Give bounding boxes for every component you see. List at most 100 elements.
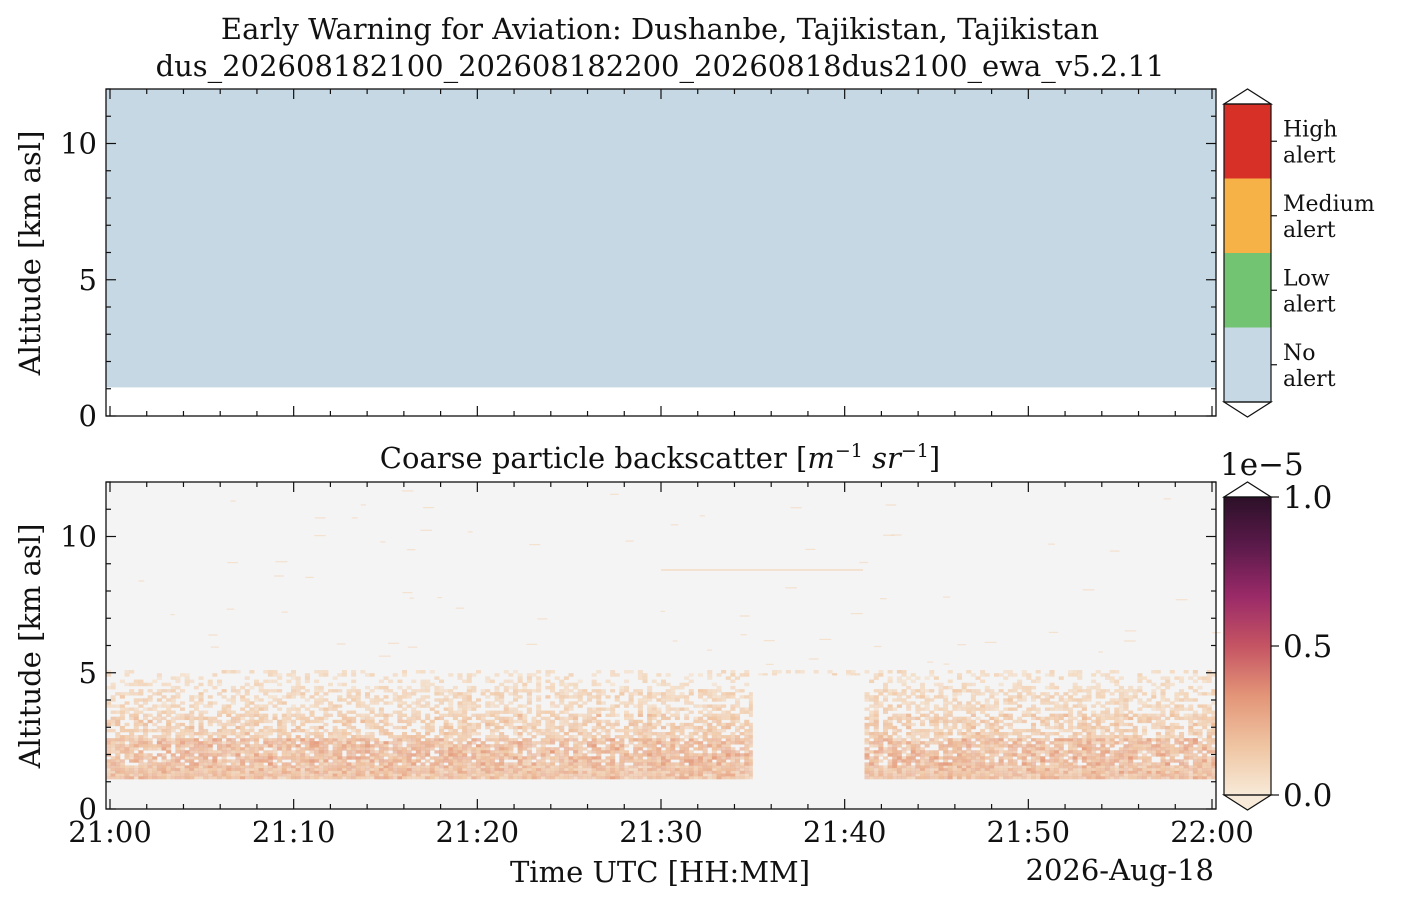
backscatter-cell [499, 762, 505, 766]
backscatter-cell [203, 728, 209, 733]
backscatter-cell [744, 756, 750, 760]
backscatter-cell [665, 716, 671, 721]
backscatter-cell [1137, 716, 1143, 721]
backscatter-cell [138, 692, 144, 696]
backscatter-cell [864, 747, 870, 751]
backscatter-cell [887, 692, 893, 696]
backscatter-cell [869, 762, 875, 766]
backscatter-cell [1054, 713, 1060, 717]
backscatter-cell [411, 741, 417, 745]
backscatter-cell [961, 716, 967, 721]
backscatter-cell [711, 738, 717, 742]
backscatter-cell [938, 741, 944, 745]
backscatter-cell [587, 698, 593, 702]
backscatter-cell [244, 719, 250, 724]
backscatter-cell [439, 728, 445, 733]
backscatter-cell [1095, 741, 1101, 745]
backscatter-cell [263, 728, 269, 733]
backscatter-cell [693, 741, 699, 745]
backscatter-cell [540, 747, 546, 751]
backscatter-cell [637, 732, 643, 736]
backscatter-cell [1142, 773, 1148, 777]
backscatter-cell [341, 756, 347, 760]
backscatter-cell [1081, 765, 1087, 769]
backscatter-cell [698, 759, 704, 763]
backscatter-cell [540, 773, 546, 777]
backscatter-cell [193, 704, 199, 708]
backscatter-cell [619, 753, 625, 757]
backscatter-cell [129, 759, 135, 763]
backscatter-cell [217, 738, 223, 742]
backscatter-cell [378, 768, 384, 772]
backscatter-cell [702, 753, 708, 757]
backscatter-cell [152, 768, 158, 772]
backscatter-cell [577, 773, 583, 777]
backscatter-cell [244, 776, 250, 780]
backscatter-cell [1068, 747, 1074, 751]
backscatter-cell [434, 765, 440, 769]
backscatter-cell [1054, 753, 1060, 757]
backscatter-cell [864, 750, 870, 754]
backscatter-cell [568, 773, 574, 777]
backscatter-cell [725, 716, 731, 721]
backscatter-cell [425, 741, 431, 745]
backscatter-cell [526, 676, 532, 680]
backscatter-cell [906, 770, 912, 774]
backscatter-cell [531, 741, 537, 745]
backscatter-cell [587, 707, 593, 711]
alert-legend-label: No [1283, 341, 1316, 366]
backscatter-cell [994, 704, 1000, 708]
backscatter-cell [402, 765, 408, 769]
backscatter-cell [559, 756, 565, 760]
backscatter-cell [577, 704, 583, 708]
backscatter-cell [1155, 719, 1161, 724]
backscatter-cell [369, 747, 375, 751]
backscatter-cell [1151, 762, 1157, 766]
backscatter-cell [1058, 750, 1064, 754]
backscatter-cell [984, 713, 990, 717]
backscatter-cell [920, 707, 926, 711]
backscatter-cell [240, 762, 246, 766]
backscatter-cell [462, 735, 468, 739]
backscatter-cell [189, 753, 195, 757]
backscatter-cell [628, 768, 634, 772]
backscatter-cell [508, 716, 514, 721]
backscatter-cell [267, 756, 273, 760]
backscatter-cell [896, 759, 902, 763]
backscatter-cell [462, 713, 468, 717]
backscatter-cell [1040, 770, 1046, 774]
backscatter-cell [1012, 776, 1018, 780]
backscatter-cell [1100, 719, 1106, 724]
backscatter-cell [448, 673, 454, 677]
backscatter-cell [406, 768, 412, 772]
backscatter-cell [730, 722, 736, 727]
backscatter-cell [508, 722, 514, 727]
backscatter-cell [573, 773, 579, 777]
backscatter-cell [957, 689, 963, 693]
backscatter-cell [513, 768, 519, 772]
backscatter-cell [933, 773, 939, 777]
backscatter-cell [1109, 741, 1115, 745]
alert-legend-label: Medium [1283, 192, 1375, 217]
backscatter-cell [369, 750, 375, 754]
backscatter-cell [291, 741, 297, 745]
backscatter-cell [318, 732, 324, 736]
backscatter-cell [355, 744, 361, 748]
backscatter-cell [1049, 762, 1055, 766]
backscatter-cell [725, 741, 731, 745]
backscatter-cell [240, 747, 246, 751]
backscatter-cell [1077, 713, 1083, 717]
backscatter-cell [1151, 725, 1157, 730]
backscatter-cell [133, 725, 139, 730]
backscatter-cell [619, 701, 625, 705]
backscatter-cell [138, 768, 144, 772]
backscatter-cell [614, 719, 620, 724]
backscatter-cell [573, 695, 579, 699]
backscatter-cell [735, 741, 741, 745]
backscatter-cell [920, 770, 926, 774]
backscatter-cell [1017, 738, 1023, 742]
backscatter-cell [457, 773, 463, 777]
backscatter-cell [873, 773, 879, 777]
backscatter-cell [249, 747, 255, 751]
backscatter-cell [1211, 747, 1217, 751]
